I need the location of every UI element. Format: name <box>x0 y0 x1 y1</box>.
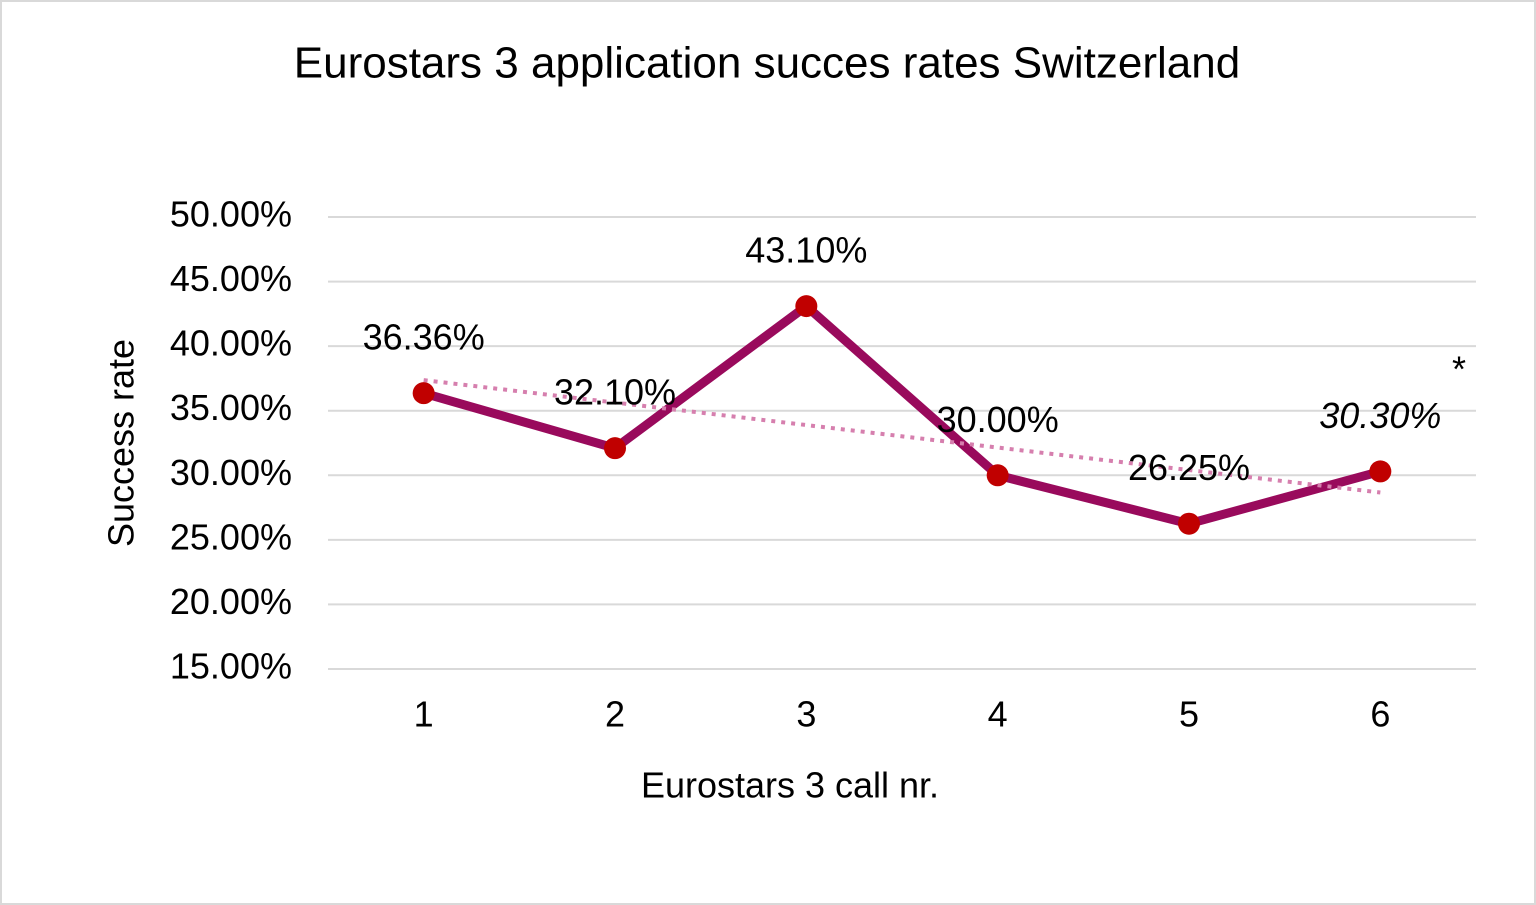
x-tick-label: 6 <box>1370 694 1390 735</box>
annotation: * <box>1452 349 1466 390</box>
data-point <box>604 437 626 460</box>
x-axis-label: Eurostars 3 call nr. <box>641 765 939 806</box>
y-tick-label: 30.00% <box>170 452 292 493</box>
y-tick-label: 35.00% <box>170 387 292 428</box>
data-label: 32.10% <box>554 372 676 413</box>
data-label: 36.36% <box>363 317 485 358</box>
y-tick-label: 40.00% <box>170 323 292 364</box>
data-label: 26.25% <box>1128 447 1250 488</box>
data-point <box>795 295 818 318</box>
x-tick-label: 5 <box>1179 694 1199 735</box>
trendline <box>423 378 1381 495</box>
data-line <box>422 301 1382 529</box>
x-tick-label: 3 <box>796 694 816 735</box>
data-label: 30.00% <box>937 399 1059 440</box>
y-tick-label: 45.00% <box>170 258 292 299</box>
x-tick-label: 4 <box>988 694 1008 735</box>
y-tick-label: 25.00% <box>170 516 292 557</box>
x-tick-label: 1 <box>414 694 434 735</box>
data-point <box>986 464 1009 487</box>
data-label: 30.30% <box>1319 395 1441 436</box>
data-label: 43.10% <box>745 230 867 271</box>
data-point <box>412 382 435 405</box>
y-tick-label: 50.00% <box>170 194 292 235</box>
data-point <box>1178 512 1200 535</box>
data-point <box>1369 460 1392 483</box>
x-tick-label: 2 <box>605 694 625 735</box>
y-tick-label: 20.00% <box>170 581 292 622</box>
y-tick-label: 15.00% <box>170 646 292 687</box>
y-axis-label: Success rate <box>101 339 142 547</box>
chart-title: Eurostars 3 application succes rates Swi… <box>294 39 1240 88</box>
